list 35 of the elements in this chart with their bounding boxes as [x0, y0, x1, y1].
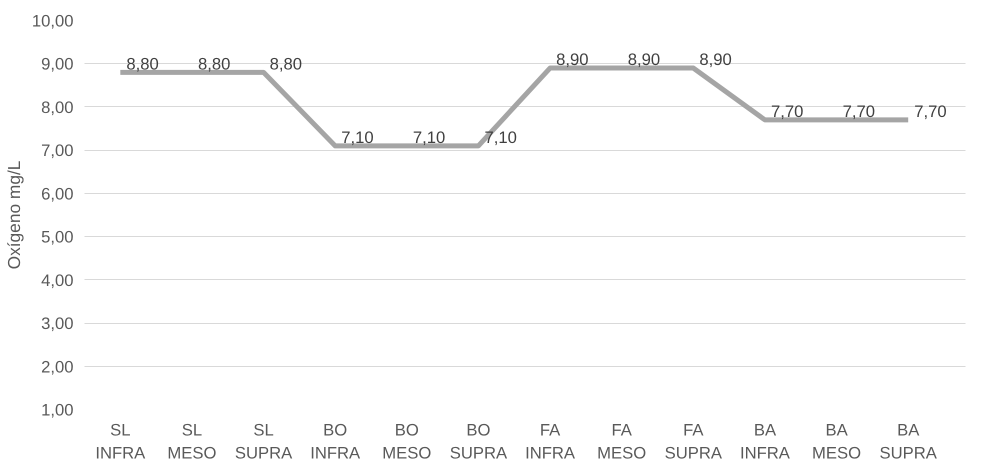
y-tick-label: 5,00 — [41, 228, 74, 247]
data-label: 7,70 — [770, 102, 804, 121]
data-label: 7,70 — [842, 102, 875, 121]
x-tick-label: BO SUPRA — [450, 420, 508, 462]
data-label: 7,70 — [914, 102, 947, 121]
x-tick-label: BA SUPRA — [880, 420, 938, 462]
y-tick-label: 9,00 — [41, 54, 74, 74]
x-tick-label: FA INFRA — [525, 420, 576, 462]
data-label: 7,10 — [484, 128, 517, 147]
data-label: 8,90 — [628, 50, 660, 70]
data-label: 8,80 — [126, 54, 159, 74]
x-tick-label: BA INFRA — [740, 420, 791, 462]
data-label: 8,90 — [699, 50, 732, 70]
y-tick-label: 10,00 — [32, 12, 74, 30]
x-tick-label: SL MESO — [167, 420, 217, 462]
x-tick-label: SL INFRA — [95, 420, 146, 462]
y-tick-label: 1,00 — [41, 400, 74, 420]
x-tick-label: FA SUPRA — [664, 420, 723, 462]
data-label: 8,90 — [556, 50, 588, 70]
y-axis-title: Oxígeno mg/L — [4, 160, 24, 270]
data-label: 7,10 — [341, 128, 374, 147]
data-label: 8,80 — [198, 54, 230, 74]
data-label: 8,80 — [270, 54, 302, 74]
y-tick-label: 2,00 — [41, 357, 74, 376]
y-tick-label: 8,00 — [41, 98, 74, 117]
y-tick-label: 6,00 — [41, 184, 74, 204]
y-tick-label: 3,00 — [41, 314, 74, 334]
y-tick-label: 7,00 — [41, 141, 74, 160]
x-tick-label: BO INFRA — [310, 420, 362, 462]
x-tick-label: FA MESO — [597, 420, 646, 462]
x-tick-label: SL SUPRA — [234, 420, 294, 462]
y-tick-label: 4,00 — [41, 270, 74, 290]
x-tick-label: BO MESO — [382, 420, 432, 462]
x-tick-label: BA MESO — [812, 420, 862, 462]
data-label: 7,10 — [412, 128, 446, 147]
